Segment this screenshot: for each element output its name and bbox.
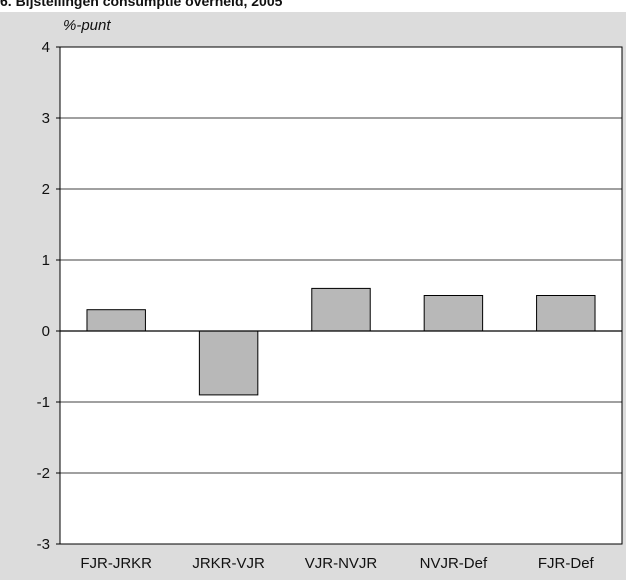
y-tick-label: 3 [42, 110, 50, 127]
chart-title: 6. Bijstellingen consumptie overheid, 20… [0, 0, 283, 9]
y-tick-label: 2 [42, 181, 50, 198]
y-tick-label: 4 [42, 39, 50, 56]
bar-jrkr-vjr [198, 330, 259, 396]
x-tick-label: VJR-NVJR [305, 555, 378, 572]
bars [86, 287, 596, 396]
x-tick-label: JRKR-VJR [192, 555, 265, 572]
y-tick-label: 1 [42, 252, 50, 269]
y-tick-label: 0 [42, 323, 50, 340]
bar-fjr-def [536, 295, 596, 332]
y-tick-label: -1 [37, 394, 50, 411]
x-tick-label: FJR-JRKR [80, 555, 152, 572]
x-tick-label: FJR-Def [538, 555, 595, 572]
bar-vjr-nvjr [311, 287, 371, 332]
gridlines [56, 46, 622, 545]
x-tick-label: NVJR-Def [420, 555, 488, 572]
y-tick-label: -2 [37, 465, 50, 482]
y-tick-label: -3 [37, 536, 50, 553]
plot-frame [59, 46, 623, 545]
x-tick-labels: FJR-JRKR JRKR-VJR VJR-NVJR NVJR-Def FJR-Def [80, 555, 594, 572]
bar-nvjr-def [423, 295, 484, 332]
y-axis-unit-label: %-punt [63, 17, 111, 34]
y-tick-labels: 4 3 2 1 0 -1 -2 -3 [37, 39, 50, 553]
bar-fjr-jrkr [86, 309, 146, 332]
